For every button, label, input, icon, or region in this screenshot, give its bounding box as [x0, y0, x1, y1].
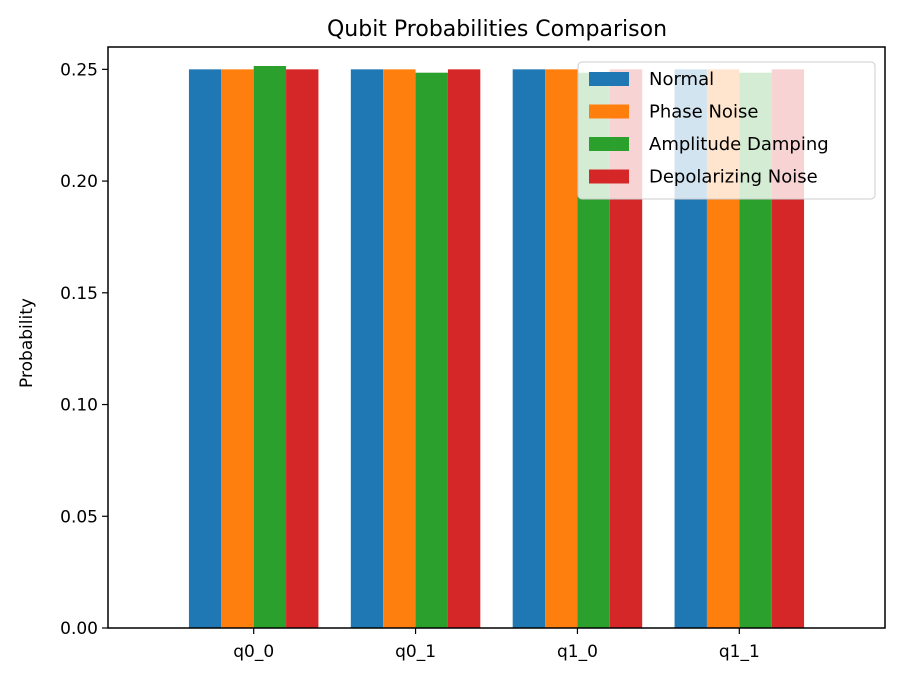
x-tick-label: q0_1 — [395, 642, 436, 662]
y-axis: 0.00 0.05 0.10 0.15 0.20 0.25 — [60, 60, 108, 639]
y-tick-label: 0.05 — [60, 507, 98, 527]
bar — [286, 69, 319, 629]
x-axis: q0_0 q0_1 q1_0 q1_1 — [233, 628, 760, 662]
legend-label: Normal — [649, 69, 714, 90]
legend-label: Amplitude Damping — [649, 134, 829, 155]
x-tick-label: q1_1 — [719, 642, 760, 662]
y-tick-label: 0.20 — [60, 172, 98, 192]
bar — [383, 69, 416, 629]
y-axis-title: Probability — [17, 298, 37, 388]
legend-box — [577, 61, 876, 200]
x-tick-label: q1_0 — [557, 642, 598, 662]
bar — [447, 69, 481, 629]
y-tick-label: 0.15 — [60, 284, 98, 304]
bar — [415, 72, 448, 629]
x-tick-label: q0_0 — [233, 642, 274, 662]
bars-layer — [188, 65, 805, 629]
bar — [545, 69, 578, 629]
legend-swatch — [589, 104, 629, 119]
bar — [188, 69, 222, 629]
chart-title: Qubit Probabilities Comparison — [327, 17, 667, 42]
legend-swatch — [589, 169, 629, 184]
bar — [512, 69, 546, 629]
bar — [350, 69, 384, 629]
legend-swatch — [589, 137, 629, 151]
plot-frame — [107, 46, 886, 629]
y-tick-label: 0.10 — [60, 396, 98, 416]
bar — [221, 69, 254, 629]
legend-swatch — [589, 72, 629, 86]
bar — [253, 65, 287, 628]
legend-label: Phase Noise — [649, 102, 758, 123]
y-tick-label: 0.25 — [60, 60, 98, 80]
y-tick-label: 0.00 — [60, 619, 98, 639]
legend-label: Depolarizing Noise — [649, 167, 818, 188]
legend: Normal Phase Noise Amplitude Damping Depola… — [577, 61, 876, 200]
